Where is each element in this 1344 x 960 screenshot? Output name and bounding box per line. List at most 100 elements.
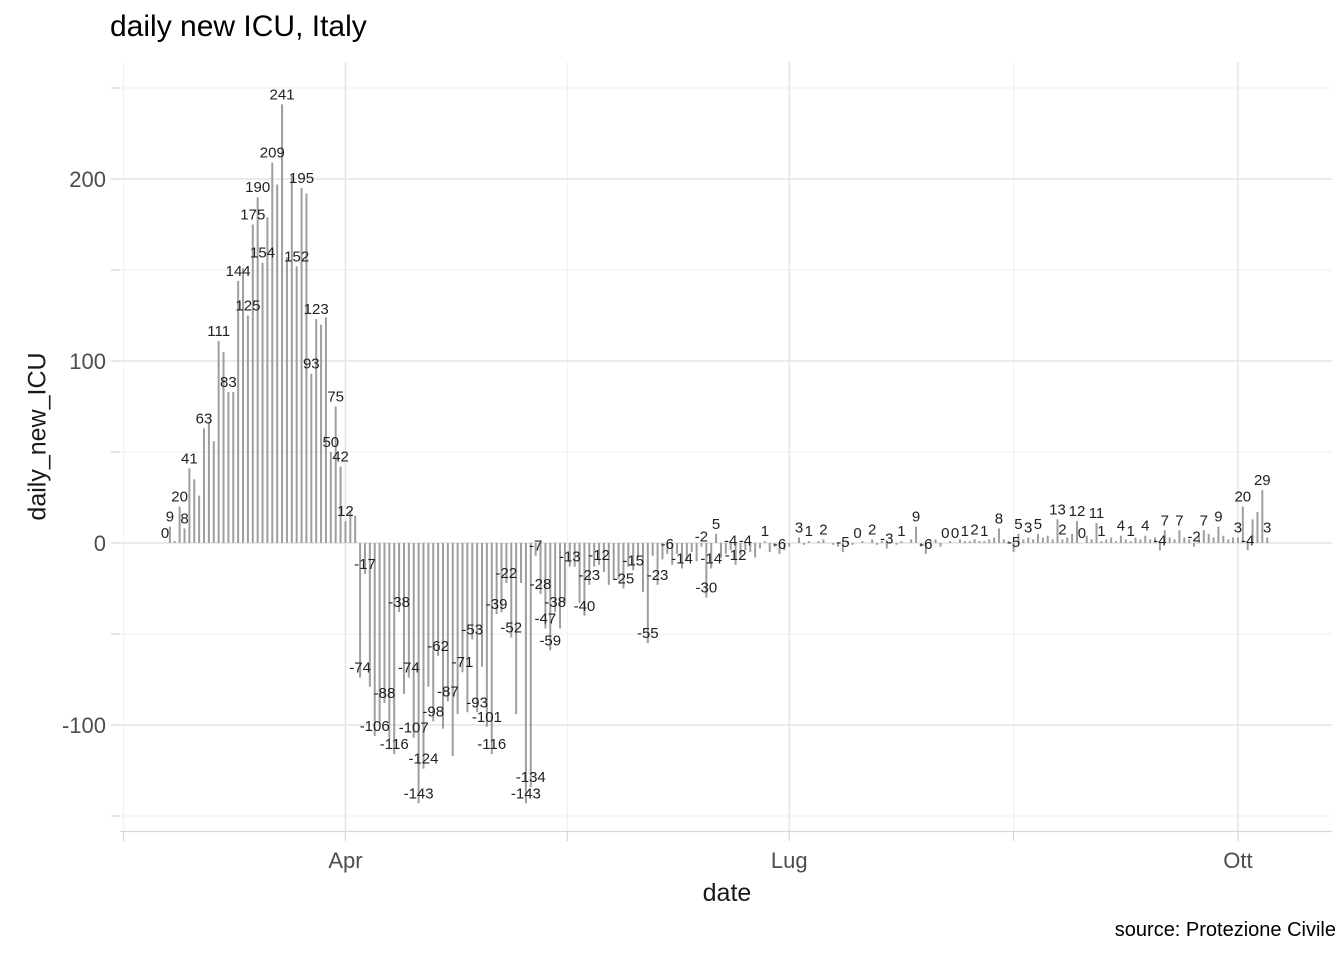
bar-value-label: 0 <box>161 525 169 542</box>
bar-value-label: 1 <box>1097 523 1105 540</box>
bar-value-label: 29 <box>1254 472 1271 489</box>
bar-value-label: -134 <box>516 769 546 786</box>
bar-value-label: -71 <box>452 654 474 671</box>
bar-value-label: 42 <box>332 449 349 466</box>
bar-value-label: 125 <box>235 298 260 315</box>
bar-value-label: 2 <box>819 521 827 538</box>
bar-value-label: 7 <box>1175 512 1183 529</box>
bar-value-label: 8 <box>995 510 1003 527</box>
bar-value-label: -4 <box>1153 532 1166 549</box>
bar-value-label: -38 <box>388 594 410 611</box>
bar-value-label: 1 <box>761 523 769 540</box>
bar-value-label: -5 <box>1007 534 1020 551</box>
bar-value-label: 1 <box>961 523 969 540</box>
bar-value-label: -17 <box>354 556 376 573</box>
bar-value-label: 63 <box>196 410 213 427</box>
bar-value-label: -2 <box>1187 529 1200 546</box>
bar-value-label: 2 <box>868 521 876 538</box>
bar-labels: 0920841631118314412517519015420924115219… <box>161 86 1272 802</box>
bar-value-label: 123 <box>304 301 329 318</box>
bars <box>168 104 1269 804</box>
bar-value-label: -39 <box>486 596 508 613</box>
bar-value-label: -22 <box>496 565 518 582</box>
bar-value-label: 11 <box>1089 505 1105 522</box>
bar-value-label: -107 <box>399 720 429 737</box>
y-tick-label: -100 <box>62 713 106 738</box>
bar-value-label: 0 <box>951 525 959 542</box>
bar-value-label: 41 <box>181 450 198 467</box>
bar-value-label: 50 <box>322 434 339 451</box>
bar-value-label: -6 <box>773 536 786 553</box>
bar-value-label: 190 <box>245 179 270 196</box>
bar-value-label: 93 <box>303 356 320 373</box>
bar-value-label: -12 <box>588 547 610 564</box>
bar-value-label: 2 <box>1058 521 1066 538</box>
bar-value-label: 1 <box>805 523 813 540</box>
bar-value-label: -93 <box>466 694 488 711</box>
bar-value-label: 1 <box>980 523 988 540</box>
bar-value-label: 5 <box>712 516 720 533</box>
bar-value-label: -143 <box>511 785 541 802</box>
y-axis-title: daily_new_ICU <box>23 352 52 521</box>
bar-value-label: 12 <box>337 503 354 520</box>
bar-value-label: -143 <box>404 785 434 802</box>
bar-value-label: -2 <box>695 529 708 546</box>
bar-value-label: 154 <box>250 245 275 262</box>
bar-value-label: -124 <box>408 751 438 768</box>
bar-value-label: 9 <box>912 509 920 526</box>
bar-value-label: 3 <box>795 520 803 537</box>
bar-value-label: 2 <box>970 521 978 538</box>
bar-value-label: -53 <box>461 621 483 638</box>
bar-value-label: 83 <box>220 374 237 391</box>
y-tick-label: 200 <box>69 167 106 192</box>
bar-value-label: -101 <box>472 709 502 726</box>
bar-value-label: 75 <box>327 389 344 406</box>
bar-value-label: 4 <box>1141 518 1149 535</box>
bar-value-label: 7 <box>1200 512 1208 529</box>
bar-value-label: -116 <box>380 736 409 753</box>
y-tick-label: 100 <box>69 349 106 374</box>
bar-value-label: -52 <box>500 620 522 637</box>
bar-value-label: 3 <box>1024 520 1032 537</box>
chart-title: daily new ICU, Italy <box>110 10 367 43</box>
bar-value-label: 0 <box>941 525 949 542</box>
bar-value-label: 5 <box>1034 516 1042 533</box>
bar-value-label: -13 <box>559 549 581 566</box>
y-tick-label: 0 <box>94 531 106 556</box>
bar-value-label: -74 <box>398 660 420 677</box>
bar-value-label: -98 <box>422 703 444 720</box>
bar-value-label: -14 <box>700 550 722 567</box>
bar-value-label: -12 <box>725 547 747 564</box>
bar-value-label: -4 <box>739 532 752 549</box>
bar-value-label: 209 <box>260 145 285 162</box>
bar-value-label: -47 <box>535 611 557 628</box>
bar-value-label: -40 <box>574 598 596 615</box>
bar-value-label: -23 <box>578 567 600 584</box>
bar-value-label: 9 <box>1214 509 1222 526</box>
bar-value-label: -3 <box>880 530 893 547</box>
bar-value-label: -38 <box>544 594 566 611</box>
x-axis-title: date <box>702 879 752 907</box>
bar-value-label: 13 <box>1049 501 1066 518</box>
bar-value-label: 1 <box>1126 523 1134 540</box>
bar-value-label: 9 <box>166 509 174 526</box>
bar-value-label: 0 <box>1078 525 1086 542</box>
x-tick-label: Apr <box>328 848 362 873</box>
bar-value-label: 12 <box>1069 503 1086 520</box>
bar-value-label: 3 <box>1234 520 1242 537</box>
bar-value-label: -62 <box>427 638 449 655</box>
bar-value-label: 20 <box>1234 489 1251 506</box>
bar-value-label: 152 <box>284 248 309 265</box>
bar-value-label: 1 <box>897 523 905 540</box>
bar-value-label: -25 <box>613 571 635 588</box>
bar-value-label: -4 <box>1241 532 1254 549</box>
bar-value-label: 0 <box>853 525 861 542</box>
bar-value-label: -14 <box>671 550 693 567</box>
bar-value-label: 144 <box>226 263 251 280</box>
bar-value-label: -74 <box>349 660 371 677</box>
bar-value-label: 175 <box>240 207 265 224</box>
bar-value-label: 5 <box>1014 516 1022 533</box>
bar-value-label: -5 <box>836 534 849 551</box>
